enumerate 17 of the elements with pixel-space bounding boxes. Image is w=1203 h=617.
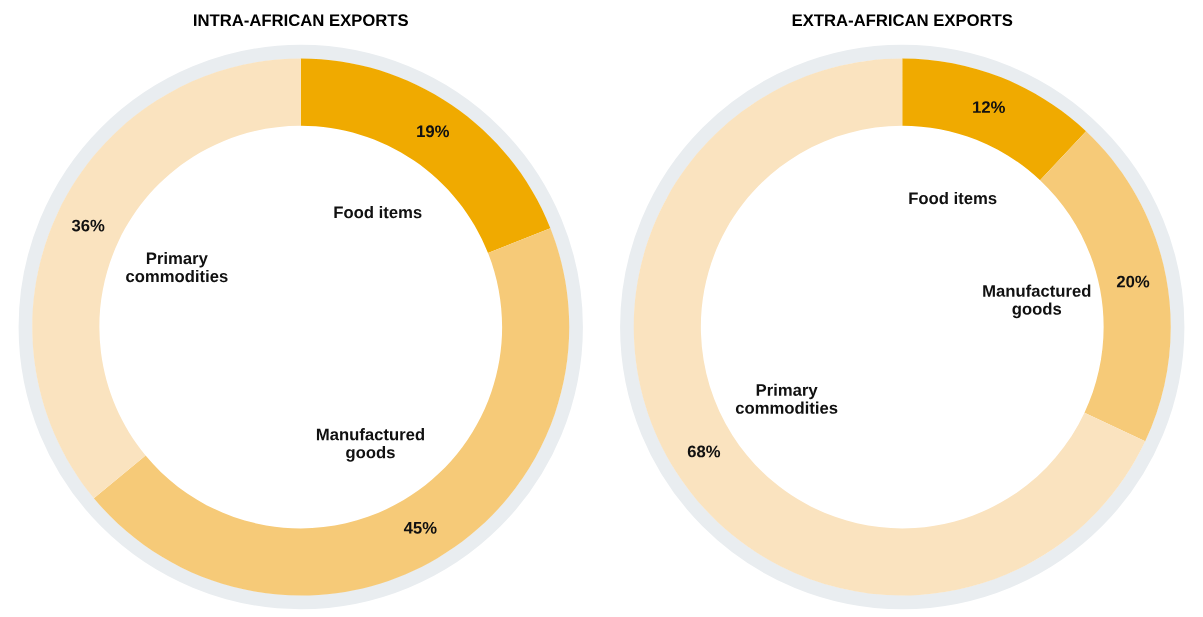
donut-slice xyxy=(300,58,551,253)
slice-label: Food items xyxy=(909,191,997,205)
slice-label: Primary commodities xyxy=(735,383,838,414)
data-label: 20% xyxy=(1116,275,1150,288)
slice-label: Manufactured goods xyxy=(983,284,1091,319)
data-label: 45% xyxy=(403,521,437,534)
chart-title: INTRA-AFRICAN EXPORTS xyxy=(193,14,408,27)
data-label: 36% xyxy=(71,219,105,232)
slice-label: Manufactured goods xyxy=(316,428,424,462)
donut-slice xyxy=(32,58,301,499)
data-label: 12% xyxy=(973,101,1005,113)
data-label: 68% xyxy=(687,445,721,458)
slice-label: Primary commodities xyxy=(126,251,228,283)
chart-title: EXTRA-AFRICAN EXPORTS xyxy=(792,14,1013,27)
donut-slice xyxy=(902,58,1087,181)
data-label: 19% xyxy=(417,125,450,138)
slice-label: Food items xyxy=(334,205,422,219)
